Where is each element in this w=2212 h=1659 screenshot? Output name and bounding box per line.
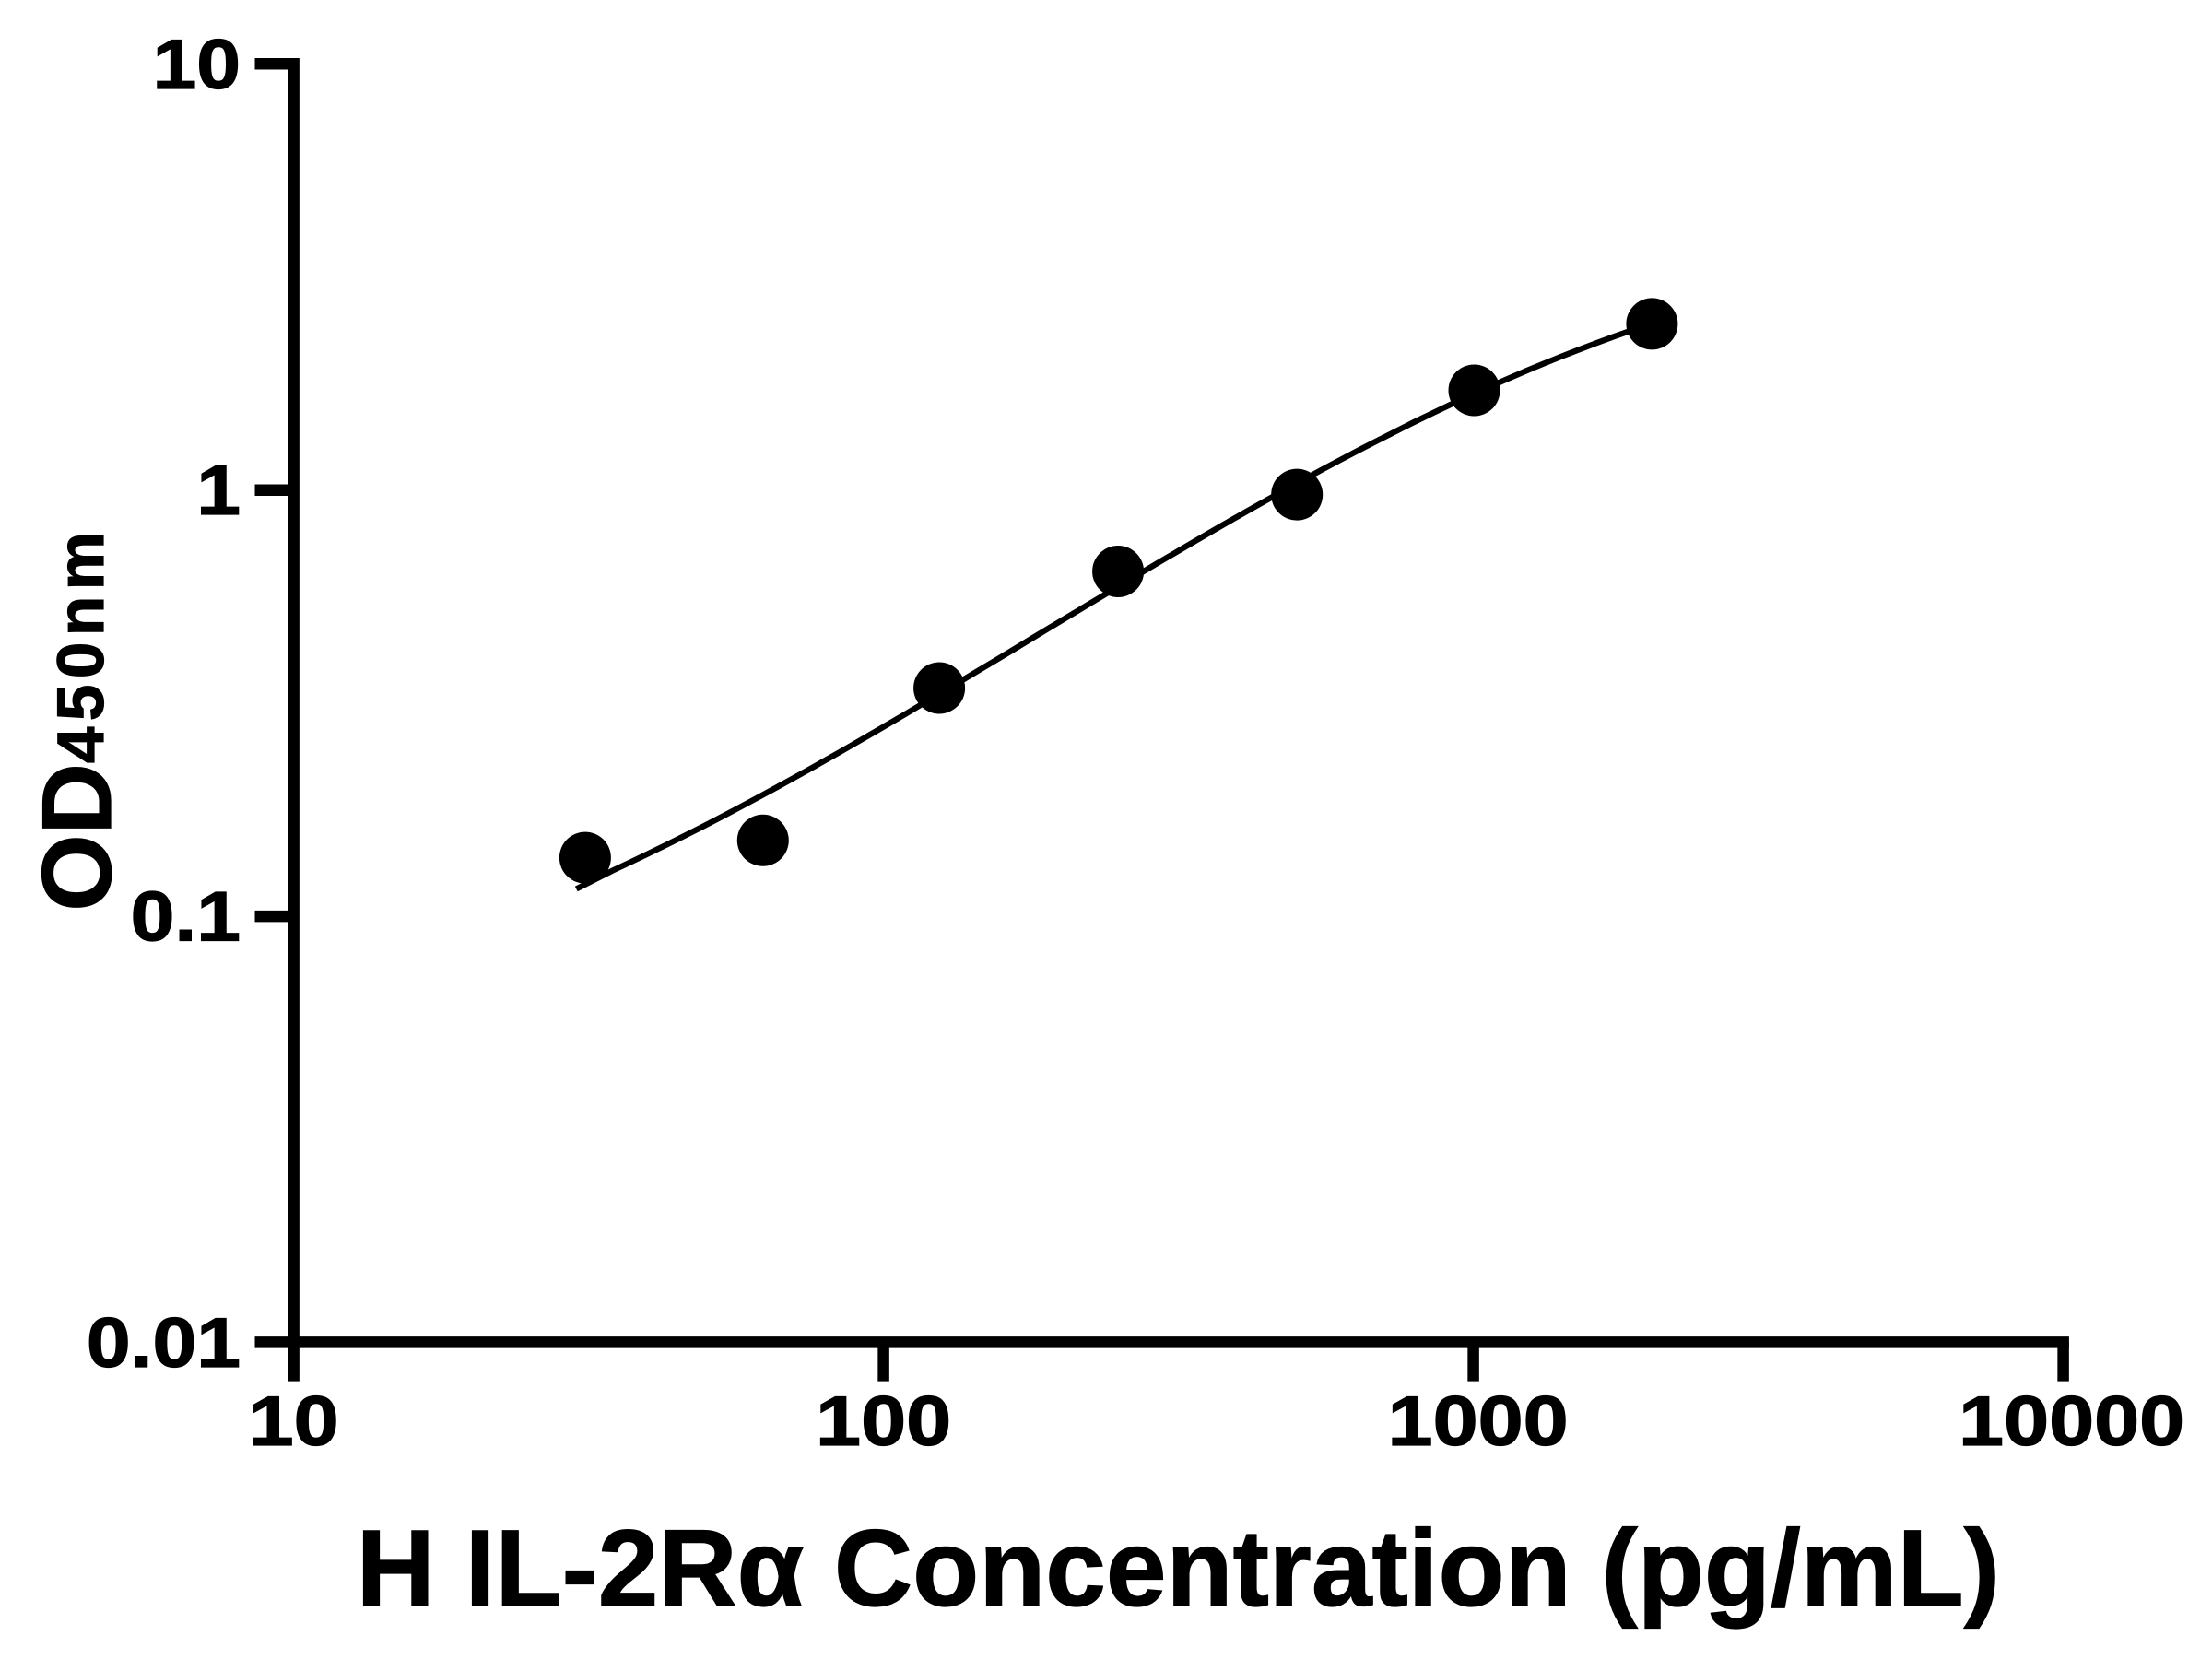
svg-text:10: 10: [249, 1382, 339, 1460]
svg-text:OD450nm: OD450nm: [21, 526, 132, 912]
svg-text:10000: 10000: [1959, 1382, 2184, 1460]
svg-text:100: 100: [816, 1382, 951, 1460]
svg-text:10: 10: [152, 26, 241, 103]
svg-text:0.01: 0.01: [87, 1304, 241, 1382]
svg-text:H IL-2Rα Concentration (pg/mL): H IL-2Rα Concentration (pg/mL): [357, 1508, 2000, 1630]
svg-text:1: 1: [196, 453, 241, 530]
svg-text:1000: 1000: [1388, 1382, 1569, 1460]
svg-text:0.1: 0.1: [131, 878, 241, 956]
